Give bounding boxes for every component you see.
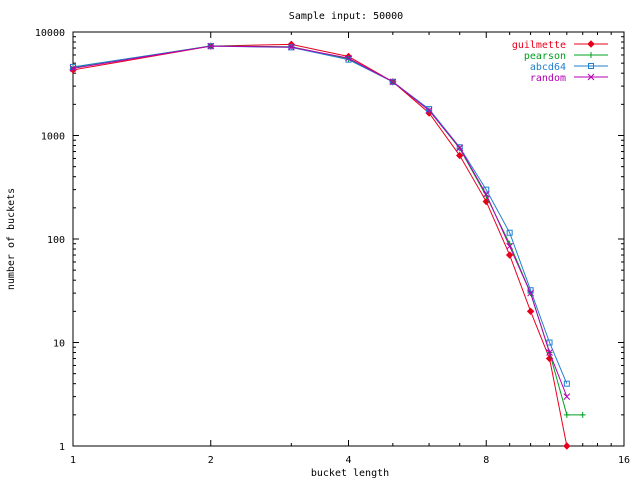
data-point xyxy=(506,242,514,250)
x-tick-label: 4 xyxy=(345,455,351,466)
data-point xyxy=(287,43,295,51)
y-tick-label: 10 xyxy=(53,339,65,350)
chart-title: Sample input: 50000 xyxy=(289,11,403,22)
series-layer xyxy=(69,40,586,450)
x-tick-label: 16 xyxy=(618,455,630,466)
data-point xyxy=(563,393,571,400)
series-random xyxy=(69,42,571,400)
data-point xyxy=(588,52,594,58)
legend-label: abcd64 xyxy=(530,62,566,73)
legend-item: pearson xyxy=(524,51,608,62)
series-guilmette xyxy=(69,40,571,450)
legend-item: guilmette xyxy=(512,40,608,51)
data-point xyxy=(482,191,490,198)
data-point xyxy=(456,151,464,160)
data-point xyxy=(456,144,463,151)
x-tick-label: 2 xyxy=(208,455,214,466)
data-point xyxy=(546,349,553,356)
y-tick-label: 100 xyxy=(47,235,65,246)
data-point xyxy=(389,78,396,85)
data-point xyxy=(587,73,595,81)
legend-label: random xyxy=(530,73,566,84)
data-point xyxy=(425,106,433,114)
data-point xyxy=(426,106,433,113)
legend-item: abcd64 xyxy=(530,62,608,73)
data-point xyxy=(70,63,76,70)
series-line xyxy=(72,45,568,384)
x-tick-label: 1 xyxy=(70,455,76,466)
x-tick-label: 8 xyxy=(483,455,489,466)
plot-frame xyxy=(72,31,625,447)
legend-label: guilmette xyxy=(512,40,566,51)
data-point xyxy=(345,54,352,62)
series-abcd64 xyxy=(70,43,570,387)
y-tick-label: 1000 xyxy=(41,132,65,143)
data-point xyxy=(456,144,464,152)
legend-item: random xyxy=(530,73,608,84)
series-line xyxy=(72,45,568,397)
data-point xyxy=(587,40,595,48)
y-axis-label: number of buckets xyxy=(6,188,17,290)
data-point xyxy=(526,307,535,316)
data-point xyxy=(207,42,215,50)
legend-label: pearson xyxy=(524,51,566,62)
data-point xyxy=(579,411,586,418)
series-line xyxy=(72,43,568,447)
x-axis-label: bucket length xyxy=(311,468,389,479)
series-line xyxy=(72,45,583,416)
data-point xyxy=(527,289,534,297)
data-point xyxy=(69,65,77,72)
y-tick-label: 10000 xyxy=(35,28,65,39)
data-point xyxy=(563,380,570,387)
data-point xyxy=(563,442,571,450)
data-point xyxy=(588,63,594,69)
data-point xyxy=(389,78,397,86)
y-tick-label: 1 xyxy=(59,442,65,453)
data-point xyxy=(563,411,570,418)
data-point xyxy=(505,251,514,259)
data-point xyxy=(546,339,553,346)
axis-layer: 1 2 4 8 16 1 10 100 1000 10000 xyxy=(35,28,630,466)
data-point xyxy=(506,229,513,236)
